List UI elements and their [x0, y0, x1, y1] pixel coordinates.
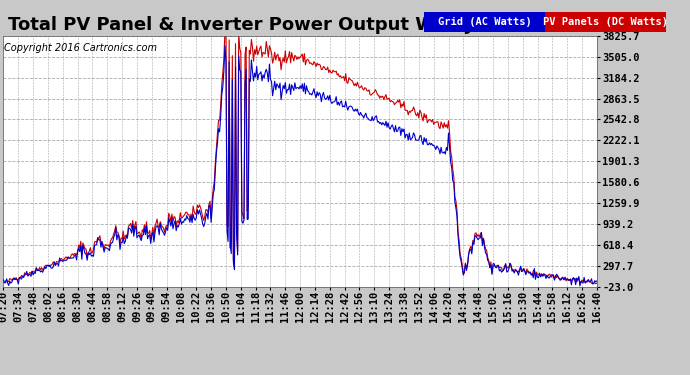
Text: Grid (AC Watts): Grid (AC Watts): [438, 17, 531, 27]
Text: Copyright 2016 Cartronics.com: Copyright 2016 Cartronics.com: [4, 43, 157, 53]
Text: PV Panels (DC Watts): PV Panels (DC Watts): [543, 17, 668, 27]
Title: Total PV Panel & Inverter Power Output Wed Jan 27 16:50: Total PV Panel & Inverter Power Output W…: [8, 16, 592, 34]
